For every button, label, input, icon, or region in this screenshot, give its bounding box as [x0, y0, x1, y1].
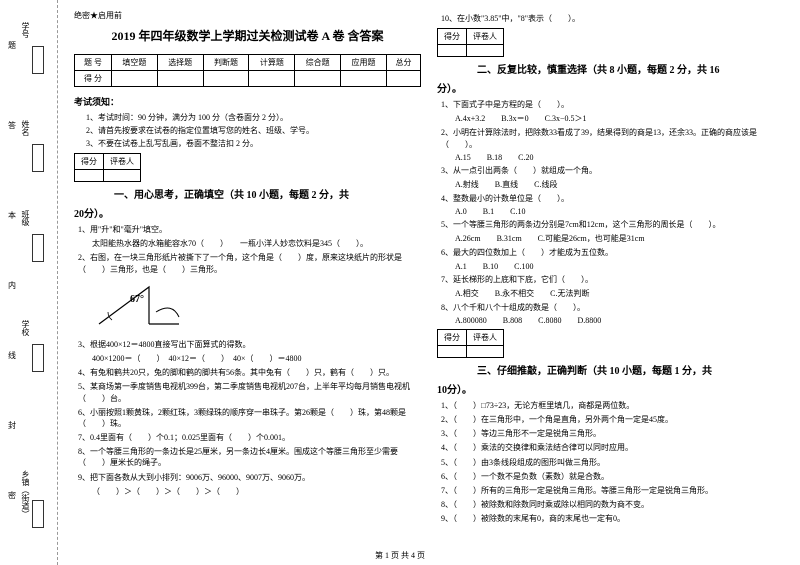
- mini-c1: 得分: [438, 329, 467, 345]
- th: 判断题: [203, 55, 249, 71]
- scorer-table: 得分评卷人: [437, 28, 504, 57]
- margin-label-class: 班级: [20, 210, 31, 226]
- exam-title: 2019 年四年级数学上学期过关检测试卷 A 卷 含答案: [74, 27, 421, 44]
- th: 选择题: [157, 55, 203, 71]
- margin-box: [32, 234, 44, 262]
- c4: 4、整数最小的计数单位是（ ）。: [441, 193, 784, 204]
- th: 填空题: [111, 55, 157, 71]
- c1: 1、下面式子中是方程的是（ ）。: [441, 99, 784, 110]
- c8: 8、八个千和八个十组成的数是（ ）。: [441, 302, 784, 313]
- j7: 7、（ ）所有的三角形一定是锐角三角形。等腰三角形一定是锐角三角形。: [441, 485, 784, 496]
- notice-title: 考试须知：: [74, 95, 421, 108]
- section3-title: 三、仔细推敲，正确判断（共 10 小题，每题 1 分，共: [437, 362, 784, 377]
- right-column: 10、在小数"3.85"中，"8"表示（ ）。 得分评卷人 二、反复比较，慎重选…: [429, 10, 792, 561]
- notice-item: 3、不要在试卷上乱写乱画，卷面不整洁扣 2 分。: [86, 138, 421, 149]
- j9: 9、（ ）被除数的末尾有0，商的末尾也一定有0。: [441, 513, 784, 524]
- q3a: 400×1200＝（ ） 40×12＝（ ） 40×（ ）＝4800: [92, 353, 421, 364]
- dash-da: 答: [8, 120, 16, 131]
- notice-item: 1、考试时间：90 分钟，满分为 100 分（含卷面分 2 分）。: [86, 112, 421, 123]
- j3: 3、（ ）等边三角形不一定是锐角三角形。: [441, 428, 784, 439]
- c2-opts: A.15 B.18 C.20: [455, 153, 784, 162]
- c2: 2、小明在计算除法时，把除数33看成了39，结果得到的商是13，还余33。正确的…: [441, 127, 784, 149]
- q9a: （ ）＞（ ）＞（ ）＞（ ）: [92, 486, 421, 497]
- content-area: 绝密★启用前 2019 年四年级数学上学期过关检测试卷 A 卷 含答案 题 号 …: [58, 0, 800, 565]
- th: 综合题: [295, 55, 341, 71]
- section2-title: 二、反复比较，慎重选择（共 8 小题，每题 2 分，共 16: [437, 61, 784, 76]
- dash-mi: 密: [8, 490, 16, 501]
- q4: 4、有兔和鹤共20只，兔的脚和鹤的脚共有56条。其中兔有（ ）只，鹤有（ ）只。: [78, 367, 421, 378]
- section1-cont: 20分）。: [74, 205, 421, 220]
- q10: 10、在小数"3.85"中，"8"表示（ ）。: [441, 13, 784, 24]
- scorer-table: 得分评卷人: [437, 329, 504, 358]
- left-column: 绝密★启用前 2019 年四年级数学上学期过关检测试卷 A 卷 含答案 题 号 …: [66, 10, 429, 561]
- section1-title: 一、用心思考，正确填空（共 10 小题，每题 2 分，共: [74, 186, 421, 201]
- q1: 1、用"升"和"毫升"填空。: [78, 224, 421, 235]
- q2: 2、右图，在一块三角形纸片被撕下了一个角，这个角是（ ）度，原来这块纸片的形状是…: [78, 252, 421, 274]
- th: 题 号: [75, 55, 112, 71]
- j6: 6、（ ）一个数不是负数（素数）就是合数。: [441, 471, 784, 482]
- c7-opts: A.相交 B.永不相交 C.无法判断: [455, 288, 784, 299]
- notice-item: 2、请首先按要求在试卷的指定位置填写您的姓名、班级、学号。: [86, 125, 421, 136]
- secret-label: 绝密★启用前: [74, 10, 421, 21]
- mini-c1: 得分: [75, 154, 104, 170]
- q7: 7、0.4里面有（ ）个0.1；0.025里面有（ ）个0.001。: [78, 432, 421, 443]
- angle-label: 67°: [130, 294, 144, 305]
- j1: 1、（ ）□73÷23，无论方框里填几，商都是两位数。: [441, 400, 784, 411]
- margin-label-xuehao: 学号: [20, 22, 31, 38]
- triangle-figure: 67°: [94, 282, 184, 330]
- th: 应用题: [341, 55, 387, 71]
- margin-label-town: 乡镇（街道）: [20, 470, 31, 518]
- section2-cont: 分）。: [437, 80, 784, 95]
- c3-opts: A.射线 B.直线 C.线段: [455, 179, 784, 190]
- dash-ti: 题: [8, 40, 16, 51]
- dash-feng: 封: [8, 420, 16, 431]
- section3-cont: 10分）。: [437, 381, 784, 396]
- mini-c2: 评卷人: [467, 329, 504, 345]
- q5: 5、某商场第一季度销售电视机399台，第二季度销售电视机207台，上半年平均每月…: [78, 381, 421, 403]
- j4: 4、（ ）乘法的交换律和乘法结合律可以同时应用。: [441, 442, 784, 453]
- margin-label-name: 姓名: [20, 120, 31, 136]
- mini-c1: 得分: [438, 29, 467, 45]
- q8: 8、一个等腰三角形的一条边长是25厘米，另一条边长4厘米。围成这个等腰三角形至少…: [78, 446, 421, 468]
- dash-ben: 本: [8, 210, 16, 221]
- margin-box: [32, 144, 44, 172]
- binding-margin: 学号 题 姓名 答 班级 本 内 学校 线 封 乡镇（街道） 密: [0, 0, 58, 565]
- q1a: 太阳能热水器的水箱能容水70（ ） 一瓶小洋人妙恋饮料是345（ ）。: [92, 238, 421, 249]
- q9: 9、把下面各数从大到小排列：9006万、96000、9007万、9060万。: [78, 472, 421, 483]
- q6: 6、小丽按照1颗黄珠，2颗红珠，3颗绿珠的顺序穿一串珠子。第26颗是（ ）珠，第…: [78, 407, 421, 429]
- dash-nei: 内: [8, 280, 16, 291]
- page-footer: 第 1 页 共 4 页: [0, 550, 800, 561]
- c1-opts: A.4x+3.2 B.3x＝0 C.3x−0.5＞1: [455, 113, 784, 124]
- j5: 5、（ ）由3条线段组成的图形叫做三角形。: [441, 457, 784, 468]
- margin-box: [32, 46, 44, 74]
- dash-xian: 线: [8, 350, 16, 361]
- c7: 7、延长梯形的上底和下底，它们（ ）。: [441, 274, 784, 285]
- q3: 3、根据400×12＝4800直接写出下面算式的得数。: [78, 339, 421, 350]
- c6: 6、最大的四位数加上（ ）才能成为五位数。: [441, 247, 784, 258]
- margin-label-school: 学校: [20, 320, 31, 336]
- th: 计算题: [249, 55, 295, 71]
- c3: 3、从一点引出两条（ ）就组成一个角。: [441, 165, 784, 176]
- margin-box: [32, 344, 44, 372]
- c5: 5、一个等腰三角形的两条边分别是7cm和12cm，这个三角形的周长是（ ）。: [441, 219, 784, 230]
- mini-c2: 评卷人: [104, 154, 141, 170]
- j8: 8、（ ）被除数和除数同时乘或除以相同的数为商不变。: [441, 499, 784, 510]
- c5-opts: A.26cm B.31cm C.可能是26cm，也可能是31cm: [455, 233, 784, 244]
- score-table: 题 号 填空题 选择题 判断题 计算题 综合题 应用题 总分 得 分: [74, 54, 421, 87]
- row-label: 得 分: [75, 71, 112, 87]
- c6-opts: A.1 B.10 C.100: [455, 262, 784, 271]
- th: 总分: [386, 55, 420, 71]
- mini-c2: 评卷人: [467, 29, 504, 45]
- margin-box: [32, 500, 44, 528]
- c8-opts: A.800080 B.808 C.8080 D.8800: [455, 316, 784, 325]
- j2: 2、（ ）在三角形中，一个角是直角，另外两个角一定是45度。: [441, 414, 784, 425]
- c4-opts: A.0 B.1 C.10: [455, 207, 784, 216]
- scorer-table: 得分评卷人: [74, 153, 141, 182]
